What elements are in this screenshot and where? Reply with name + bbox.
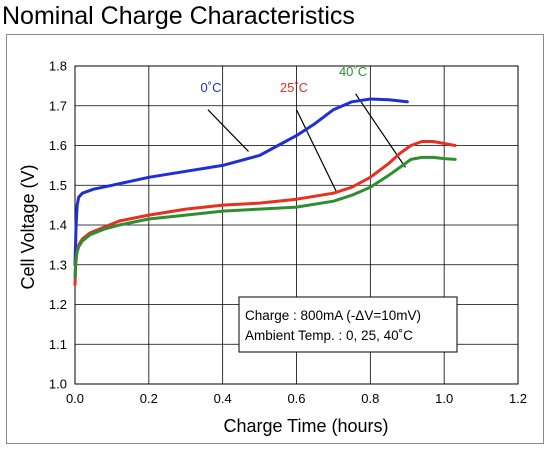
- series-label-0: 0˚C: [201, 80, 222, 95]
- y-tick-label: 1.1: [49, 337, 67, 352]
- series-labels: 0˚C 25˚C 40˚C: [201, 64, 368, 95]
- x-tick-label: 0.2: [140, 391, 158, 406]
- series-label-2: 40˚C: [339, 64, 367, 79]
- leader-line-0: [207, 109, 249, 152]
- y-tick-label: 1.5: [49, 178, 67, 193]
- annotation-box: Charge : 800mA (-ΔV=10mV) Ambient Temp. …: [238, 296, 458, 353]
- tick-labels: 0.0 0.2 0.4 0.6 0.8 1.0 1.2 1.0 1.1 1.2 1.3 1.4 1.5 1…: [49, 59, 527, 407]
- x-tick-label: 0.0: [66, 391, 84, 406]
- series-label-1: 25˚C: [280, 80, 308, 95]
- annotation-line1: Charge : 800mA (-ΔV=10mV): [245, 308, 421, 323]
- y-tick-label: 1.3: [49, 257, 67, 272]
- series-line-2: [73, 155, 457, 279]
- y-tick-label: 1.8: [49, 59, 67, 74]
- y-tick-label: 1.0: [49, 377, 67, 392]
- y-tick-label: 1.7: [49, 98, 67, 113]
- y-tick-label: 1.2: [49, 297, 67, 312]
- x-axis-label: Charge Time (hours): [223, 416, 388, 436]
- x-tick-label: 0.4: [214, 391, 232, 406]
- chart-frame: [6, 34, 544, 444]
- leader-line-1: [295, 109, 338, 194]
- x-tick-label: 0.6: [287, 391, 305, 406]
- y-tick-label: 1.4: [49, 218, 67, 233]
- annotation-line2: Ambient Temp. : 0, 25, 40˚C: [245, 328, 413, 343]
- series-line-0: [73, 97, 409, 267]
- x-tick-label: 1.2: [509, 391, 527, 406]
- chart-title: Nominal Charge Characteristics: [2, 2, 355, 30]
- x-tick-label: 1.0: [435, 391, 453, 406]
- x-tick-label: 0.8: [361, 391, 379, 406]
- y-axis-label: Cell Voltage (V): [18, 164, 38, 289]
- y-tick-label: 1.6: [49, 138, 67, 153]
- series-lines: [73, 97, 457, 287]
